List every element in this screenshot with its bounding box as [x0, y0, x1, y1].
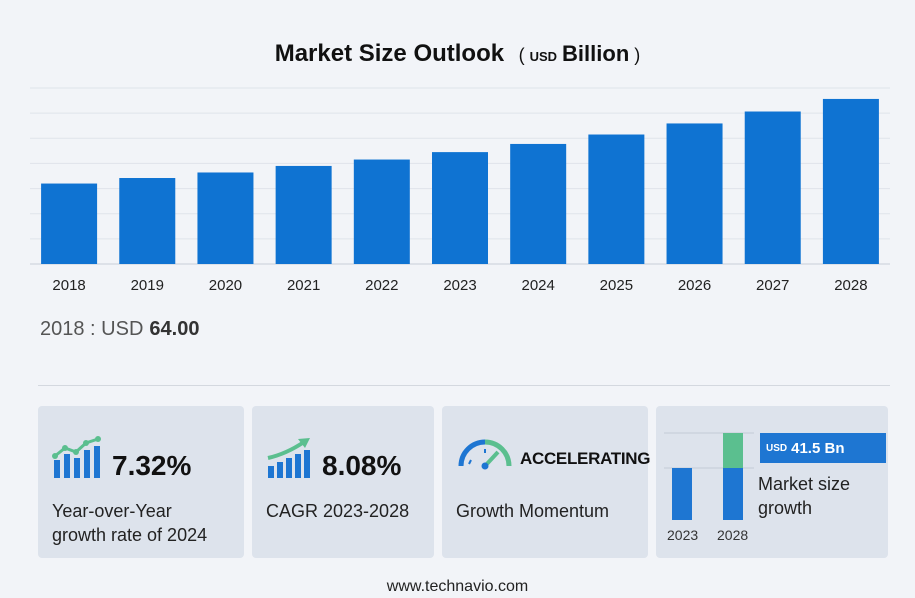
bar-2019 [119, 178, 176, 264]
cagr-label: CAGR 2023-2028 [266, 501, 410, 521]
x-tick-label-2024: 2024 [521, 277, 554, 294]
footer-url: www.technavio.com [386, 578, 529, 595]
x-tick-label-2027: 2027 [756, 277, 789, 294]
cagr-card: 8.08% CAGR 2023-2028 [252, 406, 434, 558]
bar-2018 [41, 183, 98, 264]
growth-badge-value: 41.5 Bn [791, 439, 845, 457]
x-tick-label-2022: 2022 [365, 277, 398, 294]
year-value-readout: 2018 : USD 64.00 [40, 318, 199, 341]
growth-mini-chart [664, 432, 754, 520]
momentum-label: Growth Momentum [456, 501, 610, 521]
unit-currency: USD [529, 49, 558, 64]
growth-badge-unit: USD [766, 442, 788, 454]
growth-year-b: 2028 [717, 527, 749, 543]
growth-bars-icon [52, 436, 101, 478]
bar-chart: 2018 2019 2020 2021 2022 2023 2024 2025 2026 2027… [30, 87, 890, 294]
growth-badge: USD 41.5 Bn [760, 433, 886, 463]
x-tick-label-2023: 2023 [443, 277, 476, 294]
x-tick-label-2020: 2020 [209, 277, 242, 294]
yoy-label: Year-over-Year growth rate of 2024 [52, 501, 208, 545]
growth-bar-2028-base [723, 468, 743, 520]
trend-up-bars-icon [267, 438, 310, 478]
growth-bar-2023 [672, 468, 692, 520]
x-tick-label-2025: 2025 [600, 277, 633, 294]
bar-2020 [197, 172, 254, 264]
x-tick-label-2021: 2021 [287, 277, 320, 294]
unit-scale: Billion [562, 41, 630, 66]
divider [38, 385, 890, 386]
title-unit: ( USD Billion ) [518, 41, 641, 66]
bar-2021 [275, 165, 332, 264]
growth-year-a: 2023 [667, 527, 699, 543]
title-text: Market Size Outlook [274, 40, 505, 67]
bar-2024 [510, 143, 567, 264]
readout-label: 2018 : USD [40, 318, 144, 340]
x-tick-label-2019: 2019 [131, 277, 164, 294]
bar-2025 [588, 134, 645, 264]
growth-card: 2023 2028 USD 41.5 Bn Market size growth [656, 406, 888, 558]
speedometer-icon [458, 439, 512, 470]
bar-2028 [822, 98, 879, 265]
bar-2023 [432, 152, 488, 264]
yoy-value: 7.32% [112, 450, 192, 481]
momentum-value: ACCELERATING [520, 449, 651, 468]
bar-2027 [744, 111, 801, 264]
bar-2022 [353, 159, 410, 264]
chart-title: Market Size Outlook ( USD Billion ) [0, 40, 915, 68]
growth-bar-2028-increment [723, 433, 743, 468]
x-tick-label-2026: 2026 [678, 277, 711, 294]
x-tick-label-2028: 2028 [834, 277, 867, 294]
bar-2026 [666, 123, 723, 264]
yoy-card: 7.32% Year-over-Year growth rate of 2024 [38, 406, 244, 558]
momentum-card: ACCELERATING Growth Momentum [442, 406, 651, 558]
readout-value: 64.00 [149, 318, 200, 340]
x-tick-label-2018: 2018 [52, 277, 85, 294]
cagr-value: 8.08% [322, 450, 402, 481]
growth-label: Market size growth [758, 474, 851, 518]
